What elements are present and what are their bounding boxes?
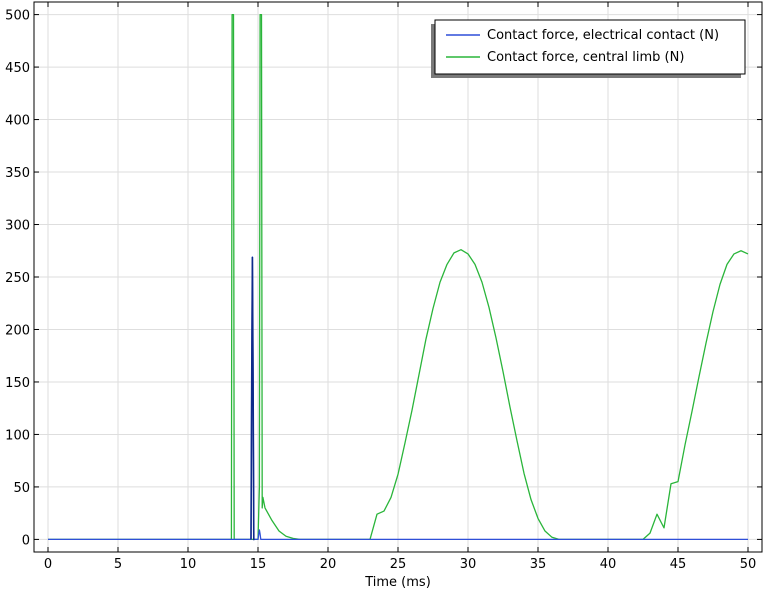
legend-label-central-limb: Contact force, central limb (N) <box>487 50 684 65</box>
series-spike-electrical-contact <box>250 257 255 541</box>
y-tick-label: 50 <box>13 481 30 496</box>
y-tick-label: 150 <box>5 376 30 391</box>
legend: Contact force, electrical contact (N) Co… <box>431 19 746 78</box>
x-tick-label: 50 <box>740 557 757 572</box>
y-tick-label: 100 <box>5 428 30 443</box>
y-tick-label: 0 <box>22 533 30 548</box>
x-tick-label: 5 <box>114 557 122 572</box>
y-tick-label: 500 <box>5 9 30 24</box>
x-tick-label: 30 <box>460 557 477 572</box>
x-tick-label: 10 <box>180 557 197 572</box>
axis-ticks: 0 5 10 15 20 25 30 35 40 45 5005010015020025030035… <box>5 2 762 572</box>
x-tick-label: 25 <box>390 557 407 572</box>
x-tick-label: 40 <box>600 557 617 572</box>
y-tick-label: 450 <box>5 61 30 76</box>
y-tick-label: 200 <box>5 323 30 338</box>
y-tick-label: 300 <box>5 219 30 234</box>
x-tick-label: 35 <box>530 557 547 572</box>
legend-box <box>434 19 746 75</box>
x-axis-label: Time (ms) <box>364 575 431 590</box>
y-tick-label: 250 <box>5 271 30 286</box>
x-tick-label: 0 <box>44 557 52 572</box>
x-tick-label: 45 <box>670 557 687 572</box>
y-tick-label: 350 <box>5 166 30 181</box>
legend-label-electrical-contact: Contact force, electrical contact (N) <box>487 28 719 43</box>
series-line-central-limb <box>48 13 749 541</box>
grid-lines <box>34 2 762 552</box>
x-tick-label: 20 <box>320 557 337 572</box>
y-tick-label: 400 <box>5 114 30 129</box>
series-lines <box>48 13 749 541</box>
x-tick-label: 15 <box>250 557 267 572</box>
